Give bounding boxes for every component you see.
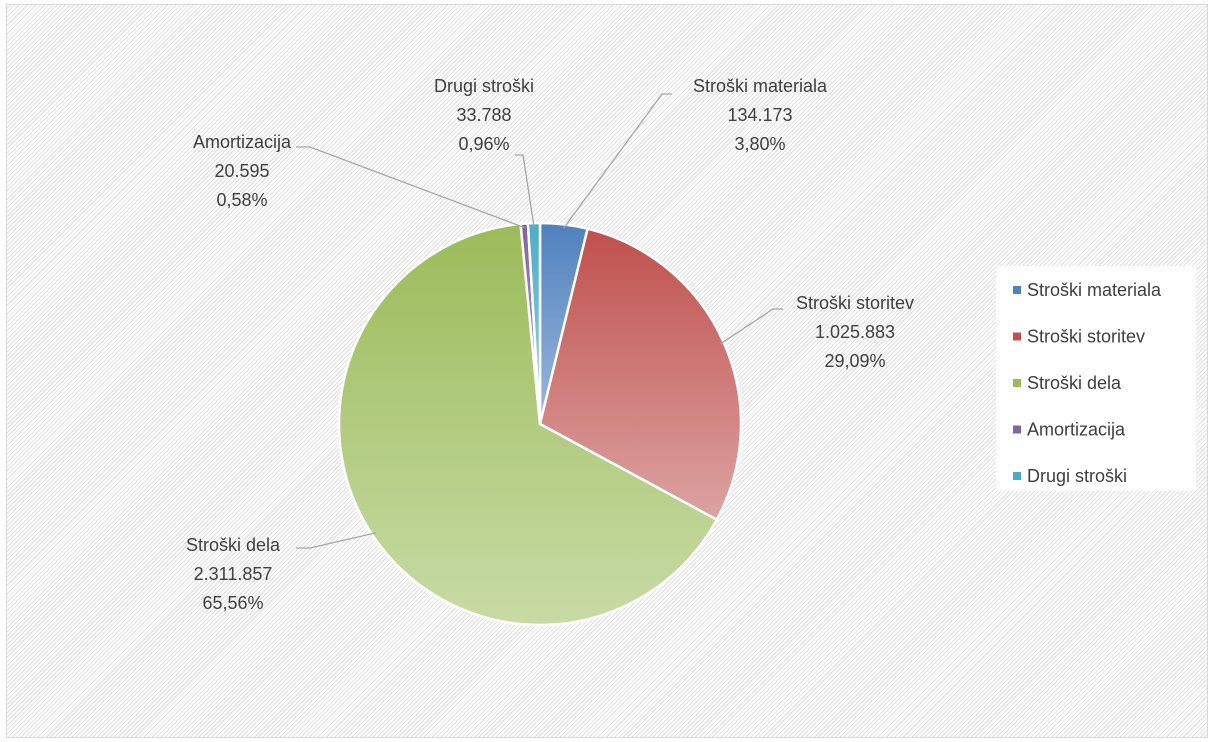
legend-swatch-drugi-stroski (1013, 472, 1021, 480)
leader-line-stroski-storitev (719, 308, 783, 345)
legend-label-amortizacija: Amortizacija (1027, 420, 1126, 440)
data-label-amortizacija-value: 20.595 (214, 161, 269, 181)
data-label-stroski-materiala-percent: 3,80% (734, 134, 785, 154)
legend-label-stroski-dela: Stroški dela (1027, 373, 1122, 393)
data-label-stroski-materiala-category: Stroški materiala (693, 76, 828, 96)
data-label-stroski-dela-value: 2.311.857 (194, 564, 273, 584)
legend-swatch-stroski-dela (1013, 379, 1021, 387)
pie-slice-stroski-dela (337, 222, 719, 627)
legend-swatch-stroski-storitev (1013, 332, 1021, 341)
pie-slices (337, 221, 743, 627)
data-label-amortizacija-percent: 0,58% (216, 190, 267, 210)
leader-lines (296, 93, 783, 549)
leader-line-stroski-dela (296, 532, 376, 549)
data-label-stroski-materiala-value: 134.173 (727, 105, 792, 125)
legend-swatch-stroski-materiala (1013, 286, 1021, 294)
data-label-drugi-stroski-category: Drugi stroški (434, 76, 534, 96)
data-label-stroski-storitev-percent: 29,09% (824, 351, 885, 371)
legend-background (996, 266, 1196, 491)
data-label-stroski-dela-category: Stroški dela (186, 535, 281, 555)
legend: Stroški materiala Stroški storitev Stroški… (996, 266, 1196, 491)
legend-label-drugi-stroski: Drugi stroški (1027, 466, 1127, 486)
data-label-drugi-stroski-percent: 0,96% (458, 134, 509, 154)
data-labels: Stroški materiala 134.173 3,80% Stroški sto… (186, 76, 914, 613)
leader-line-amortizacija (296, 146, 525, 229)
leader-line-drugi-stroski (515, 154, 535, 228)
leader-line-stroski-materiala (562, 93, 672, 229)
data-label-drugi-stroski-value: 33.788 (456, 105, 511, 125)
data-label-stroski-storitev-value: 1.025.883 (815, 322, 895, 342)
data-label-stroski-dela-percent: 65,56% (202, 593, 263, 613)
data-label-amortizacija-category: Amortizacija (193, 132, 292, 152)
legend-swatch-amortizacija (1013, 425, 1021, 434)
legend-label-stroski-materiala: Stroški materiala (1027, 280, 1162, 300)
data-label-stroski-storitev-category: Stroški storitev (796, 293, 914, 313)
legend-label-stroski-storitev: Stroški storitev (1027, 327, 1145, 347)
